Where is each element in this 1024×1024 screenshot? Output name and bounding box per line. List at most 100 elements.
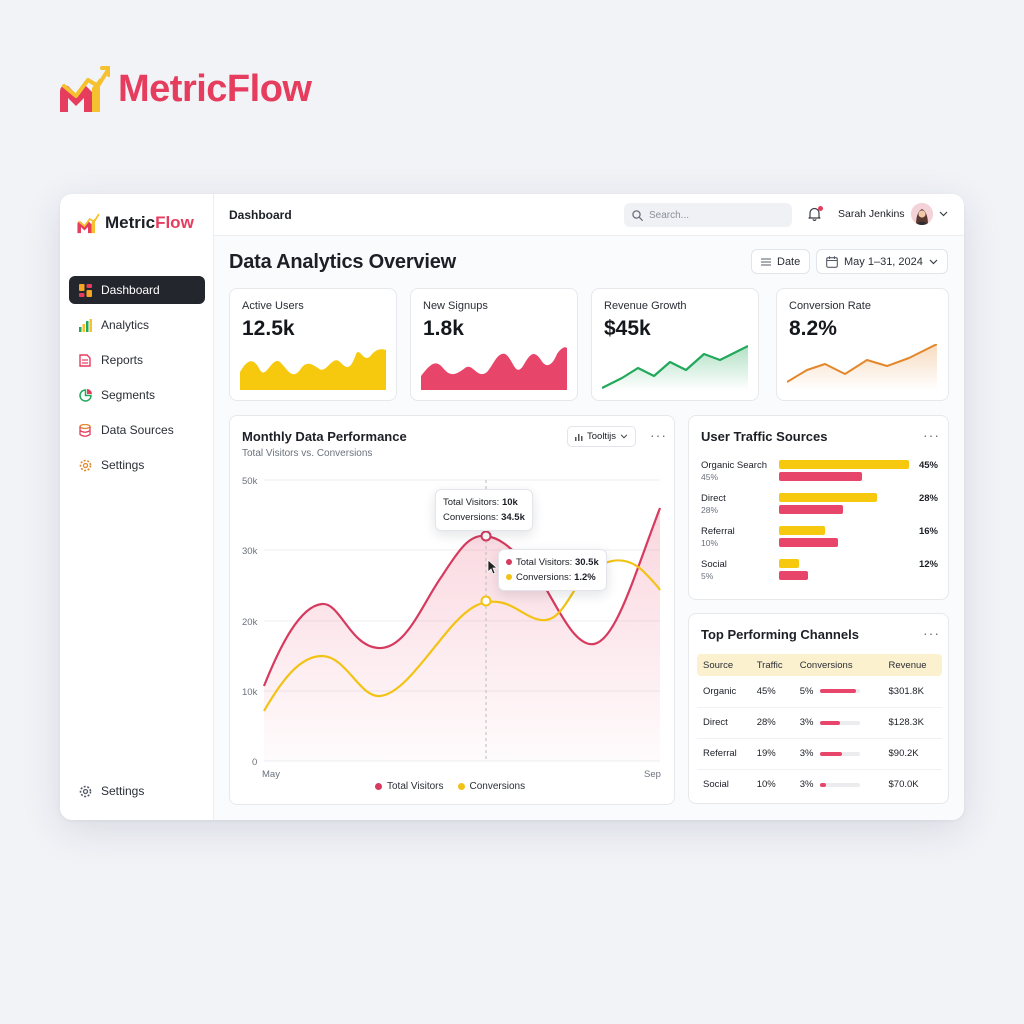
traffic-bar-secondary <box>779 505 843 514</box>
more-options-icon[interactable]: ··· <box>923 427 940 443</box>
cell-traffic: 28% <box>750 707 794 739</box>
breadcrumb: Dashboard <box>229 208 292 222</box>
list-item[interactable]: Referral 10% 16% <box>701 526 938 556</box>
kpi-label: Active Users <box>242 300 304 312</box>
chevron-down-icon <box>939 211 947 217</box>
conversions-hover-point[interactable] <box>480 595 492 607</box>
kpi-label: Conversion Rate <box>789 300 871 312</box>
card-title: User Traffic Sources <box>701 429 828 444</box>
sidebar-item-label: Dashboard <box>101 283 160 297</box>
cell-traffic: 45% <box>750 676 794 708</box>
kpi-sparkline <box>421 347 567 390</box>
channels-table: Source Traffic Conversions Revenue Organ… <box>697 654 942 800</box>
sidebar-item-settings[interactable]: Settings <box>69 451 205 479</box>
sidebar-item-dashboard[interactable]: Dashboard <box>69 276 205 304</box>
sidebar-logo[interactable]: MetricFlow <box>76 212 194 234</box>
avatar <box>910 203 933 225</box>
table-row[interactable]: Organic 45% 5% $301.8K <box>697 676 942 708</box>
conversion-progress <box>819 689 860 694</box>
reports-icon <box>78 353 92 367</box>
column-header[interactable]: Revenue <box>882 654 942 676</box>
bell-icon <box>808 207 821 221</box>
conversion-progress <box>819 782 860 787</box>
sidebar-item-analytics[interactable]: Analytics <box>69 311 205 339</box>
list-item[interactable]: Direct 28% 28% <box>701 493 938 523</box>
chevron-down-icon <box>929 259 938 264</box>
sidebar-bottom-settings[interactable]: Settings <box>78 784 144 798</box>
user-menu[interactable]: Sarah Jenkins <box>838 203 948 225</box>
notifications-button[interactable] <box>808 206 823 226</box>
sidebar: MetricFlow Dashboard Analytics Reports <box>60 194 214 820</box>
kpi-sparkline <box>787 344 937 390</box>
table-row[interactable]: Referral 19% 3% $90.2K <box>697 738 942 770</box>
card-subtitle: Total Visitors vs. Conversions <box>242 448 373 459</box>
hero-brand-name: MetricFlow <box>118 67 312 110</box>
traffic-source-name: Direct <box>701 493 726 504</box>
cell-conversions: 3% <box>794 769 883 800</box>
search-input[interactable] <box>649 209 779 221</box>
sidebar-item-reports[interactable]: Reports <box>69 346 205 374</box>
list-item[interactable]: Social 5% 12% <box>701 559 938 589</box>
traffic-source-name: Organic Search <box>701 460 768 471</box>
kpi-sparkline <box>602 345 748 390</box>
app-window: MetricFlow Dashboard Analytics Reports <box>60 194 964 820</box>
sidebar-item-data-sources[interactable]: Data Sources <box>69 416 205 444</box>
hero-logo: MetricFlow <box>58 64 312 114</box>
sidebar-brand-name: MetricFlow <box>105 213 194 232</box>
table-row[interactable]: Social 10% 3% $70.0K <box>697 769 942 800</box>
topbar: Dashboard Sarah Jenkins <box>214 194 964 236</box>
table-row[interactable]: Direct 28% 3% $128.3K <box>697 707 942 739</box>
cell-source: Organic <box>697 676 751 708</box>
sidebar-item-label: Data Sources <box>101 423 174 437</box>
main-content: Dashboard Sarah Jenkins Data Analytics O… <box>214 194 964 820</box>
bar-chart-icon <box>575 433 583 441</box>
y-tick-label: 0 <box>252 757 257 768</box>
traffic-source-sub: 10% <box>701 538 719 548</box>
kpi-card-active-users[interactable]: Active Users 12.5k <box>229 288 397 401</box>
card-title: Monthly Data Performance <box>242 429 407 444</box>
kpi-card-revenue-growth[interactable]: Revenue Growth $45k <box>591 288 759 401</box>
kpi-label: New Signups <box>423 300 488 312</box>
tooltips-dropdown[interactable]: Tooltijs <box>567 426 637 447</box>
sidebar-item-segments[interactable]: Segments <box>69 381 205 409</box>
traffic-source-percent: 45% <box>918 460 938 471</box>
date-filter-button[interactable]: Date <box>751 249 811 274</box>
visitors-area <box>264 508 660 761</box>
legend-item-conversions[interactable]: Conversions <box>457 781 525 792</box>
conversion-progress <box>819 720 860 725</box>
x-tick-label: May <box>262 769 280 780</box>
traffic-sources-card: User Traffic Sources ··· Organic Search 4… <box>688 415 949 600</box>
more-options-icon[interactable]: ··· <box>650 427 667 443</box>
date-range-picker[interactable]: May 1–31, 2024 <box>816 249 948 274</box>
visitors-line <box>262 507 662 687</box>
visitors-hover-point[interactable] <box>480 530 492 542</box>
monthly-performance-card: Monthly Data Performance Total Visitors … <box>229 415 675 805</box>
gear-icon <box>78 458 92 472</box>
cell-conversions: 3% <box>793 738 883 770</box>
more-options-icon[interactable]: ··· <box>923 625 940 641</box>
kpi-card-new-signups[interactable]: New Signups 1.8k <box>410 288 578 401</box>
traffic-source-name: Social <box>701 559 727 570</box>
search-box[interactable] <box>624 203 792 227</box>
sidebar-bottom-label: Settings <box>101 784 145 798</box>
kpi-card-conversion-rate[interactable]: Conversion Rate 8.2% <box>776 288 949 401</box>
cell-conversions: 5% <box>793 676 883 708</box>
kpi-value: $45k <box>604 317 651 340</box>
metricflow-logo-icon <box>60 66 110 112</box>
traffic-source-percent: 28% <box>918 493 938 504</box>
cell-traffic: 19% <box>750 738 794 770</box>
traffic-source-sub: 28% <box>701 505 719 515</box>
kpi-label: Revenue Growth <box>604 300 687 312</box>
list-item[interactable]: Organic Search 45% 45% <box>701 460 938 490</box>
column-header[interactable]: Conversions <box>793 654 883 676</box>
legend-item-visitors[interactable]: Total Visitors <box>375 781 444 792</box>
column-header[interactable]: Source <box>697 654 751 676</box>
traffic-bar-primary <box>779 559 799 568</box>
cell-traffic: 10% <box>756 779 776 791</box>
cursor-pointer-icon <box>487 559 499 575</box>
traffic-source-sub: 5% <box>701 571 714 581</box>
column-header[interactable]: Traffic <box>750 654 794 676</box>
traffic-bar-secondary <box>779 538 838 547</box>
metricflow-logo-icon <box>77 213 100 234</box>
tooltips-label: Tooltijs <box>587 431 617 442</box>
